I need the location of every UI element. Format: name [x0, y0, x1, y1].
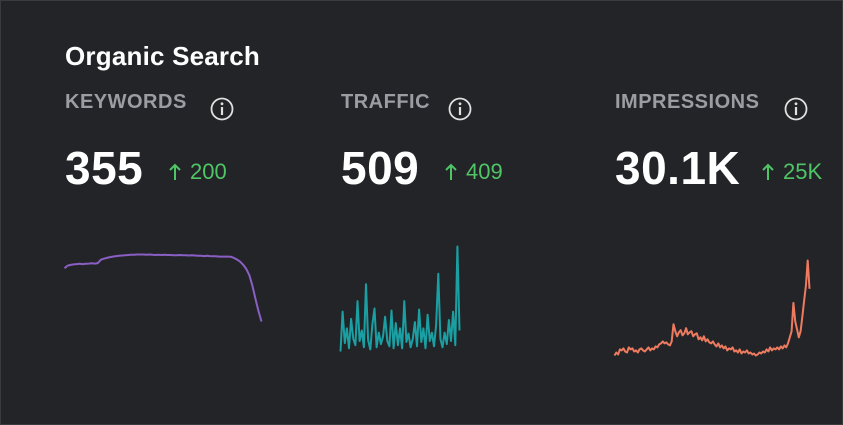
traffic-sparkline	[339, 245, 461, 352]
info-circle-icon[interactable]	[784, 97, 808, 121]
arrow-up-icon	[169, 163, 181, 180]
metric-value: 509	[341, 142, 420, 194]
metric-label: TRAFFIC	[341, 91, 431, 113]
series-line	[613, 259, 811, 357]
metric-value: 355	[65, 142, 144, 194]
series-line	[339, 245, 461, 352]
metric-value: 30.1K	[615, 142, 741, 194]
panel-title: Organic Search	[65, 41, 260, 71]
keywords-sparkline	[63, 253, 263, 322]
info-circle-icon[interactable]	[448, 97, 472, 121]
metric-delta: 409	[444, 161, 503, 183]
metric-delta-value: 409	[466, 159, 503, 184]
impressions-sparkline	[613, 259, 811, 357]
metric-delta: 200	[168, 161, 227, 183]
metric-delta: 25K	[761, 161, 822, 183]
metric-label: KEYWORDS	[65, 91, 187, 113]
arrow-up-icon	[445, 163, 457, 180]
info-circle-icon[interactable]	[210, 97, 234, 121]
series-line	[63, 253, 263, 322]
metric-delta-value: 25K	[783, 159, 823, 184]
metric-delta-value: 200	[190, 159, 227, 184]
arrow-up-icon	[762, 163, 774, 180]
metric-label: IMPRESSIONS	[615, 91, 760, 113]
